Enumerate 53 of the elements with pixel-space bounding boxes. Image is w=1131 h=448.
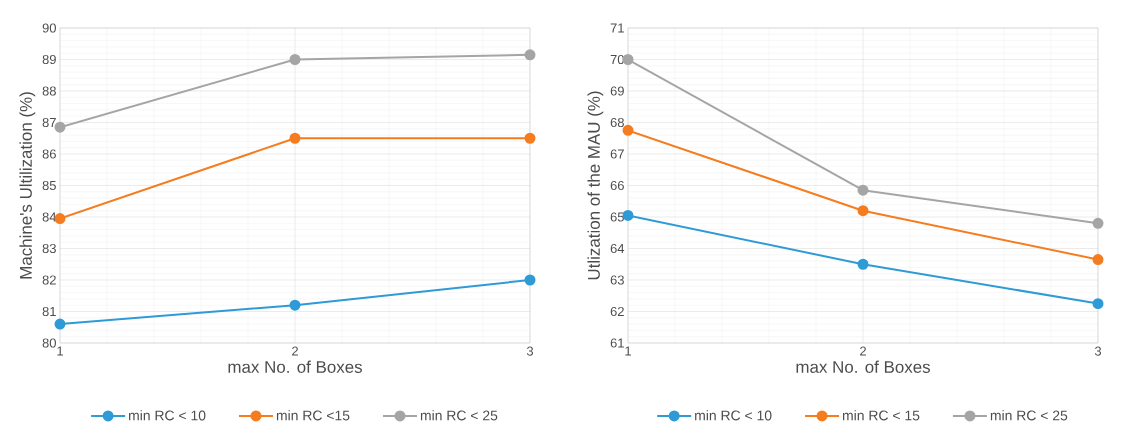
legend-label: min RC < 25 [420,410,498,421]
legend-label: min RC < 15 [842,410,920,421]
legend-label: min RC <15 [276,410,350,421]
y-tick-label: 66 [610,180,624,191]
legend-label: min RC < 10 [695,410,772,421]
legend-label: min RC < 25 [990,410,1068,421]
y-tick-label: 82 [42,275,56,285]
point [524,132,536,144]
point [54,213,66,225]
point [857,184,869,196]
x-tick-label: 1 [57,346,63,356]
point [54,318,66,330]
y-tick-label: 90 [42,23,56,33]
point [1092,217,1104,229]
x-tick-label: 3 [1094,346,1102,356]
y-tick-label: 87 [42,117,56,128]
x-tick-label: 2 [860,346,866,356]
y-tick-label: 84 [42,212,57,222]
y-tick-label: 68 [610,117,624,128]
y-tick-label: 71 [610,23,624,33]
point [289,54,301,65]
y-tick-label: 80 [42,338,56,348]
x-tick-label: 2 [292,346,298,356]
y-tick-label: 83 [42,243,56,254]
y-tick-label: 89 [42,54,56,65]
point [524,274,536,286]
y-axis-title: Utlization of the MAU (%) [587,91,604,280]
y-tick-label: 69 [610,86,624,96]
point [1092,254,1104,266]
point [54,121,66,133]
point [622,124,634,136]
point [524,49,536,61]
point [289,132,301,144]
y-tick-label: 86 [42,149,56,159]
y-tick-label: 61 [610,338,624,348]
y-tick-label: 88 [42,86,56,96]
point [857,258,869,270]
y-tick-label: 65 [610,212,624,222]
y-tick-label: 62 [610,306,624,317]
y-tick-label: 67 [610,149,624,159]
point [1092,298,1104,310]
y-tick-label: 85 [42,180,56,191]
point [857,205,869,217]
x-tick-label: 3 [526,346,534,356]
y-tick-label: 63 [610,275,624,285]
y-tick-label: 64 [610,243,625,254]
y-tick-label: 81 [42,306,56,317]
x-tick-label: 1 [625,346,631,356]
x-axis-title: max No. of Boxes [228,360,362,373]
y-axis-title: Machine's Ultilization (%) [19,92,36,279]
legend-label: min RC < 10 [129,410,206,421]
x-axis-title: max No. of Boxes [796,360,931,373]
point [289,299,301,311]
